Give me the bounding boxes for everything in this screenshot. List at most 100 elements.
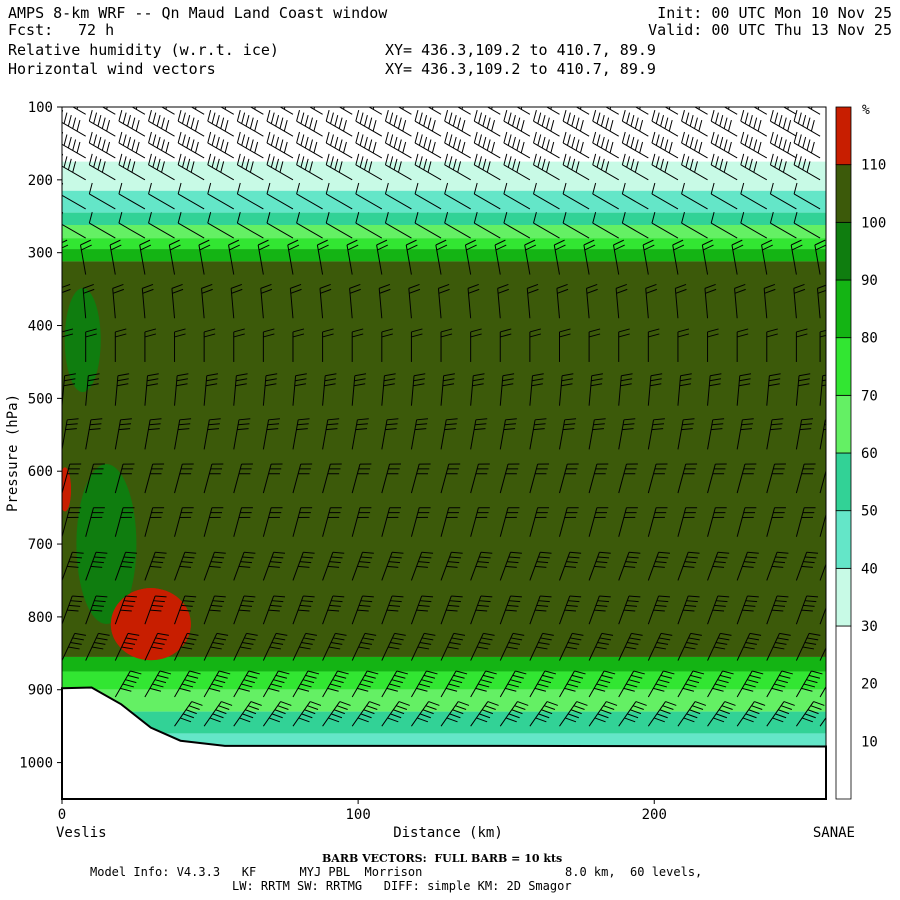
- wind-barb: [533, 109, 560, 137]
- wind-barb: [319, 283, 332, 319]
- wind-barb: [645, 283, 658, 319]
- wind-barb: [681, 211, 708, 239]
- init-time: Init: 00 UTC Mon 10 Nov 25: [657, 4, 892, 22]
- wind-barb: [769, 109, 797, 137]
- wind-barb: [114, 507, 135, 537]
- wind-barb: [562, 182, 590, 210]
- wind-barb: [766, 632, 791, 661]
- wind-barb: [325, 211, 353, 239]
- wind-barb: [819, 606, 826, 625]
- wind-barb: [62, 551, 84, 581]
- wind-barb: [470, 373, 485, 406]
- wind-barb: [647, 701, 677, 727]
- wind-barb: [790, 239, 803, 275]
- wind-barb: [533, 131, 560, 159]
- wind-barb: [559, 551, 582, 581]
- wind-barb: [233, 670, 260, 698]
- wind-barb: [499, 507, 520, 537]
- colorbar-bin-7: [835, 221, 852, 281]
- x-end-label-right: SANAE: [813, 825, 855, 841]
- wind-barb: [583, 239, 596, 275]
- wind-barb: [795, 507, 816, 537]
- wind-barb: [88, 131, 116, 159]
- wind-barb: [266, 131, 294, 159]
- wind-barb: [769, 131, 797, 159]
- wind-barb: [414, 211, 442, 239]
- wind-barb: [85, 507, 105, 537]
- wind-barb: [766, 551, 789, 581]
- colorbar-legend: 10 20 30 40 50 60 70 80 90 100 110: [835, 106, 886, 800]
- wind-barb: [381, 632, 406, 661]
- wind-barb: [736, 701, 766, 727]
- wind-barb: [148, 211, 175, 239]
- rh-layer-9: [62, 671, 826, 690]
- wind-barb: [553, 239, 566, 275]
- wind-barb: [355, 182, 383, 210]
- wind-barb: [351, 670, 379, 698]
- wind-barb: [795, 632, 821, 661]
- wind-barb: [558, 328, 571, 362]
- wind-barb: [736, 632, 762, 661]
- colorbar-bin-0: [835, 625, 852, 800]
- rh-layer-12: [62, 733, 826, 749]
- wind-barb: [497, 283, 509, 319]
- wind-barb: [174, 507, 194, 537]
- wind-barb: [292, 463, 313, 494]
- wind-barb: [529, 595, 552, 625]
- wind-barb: [592, 153, 619, 181]
- wind-barb: [707, 670, 734, 698]
- wind-barb: [174, 632, 199, 661]
- wind-barb: [381, 670, 408, 698]
- wind-barb: [615, 283, 628, 319]
- wind-barb: [114, 418, 132, 450]
- wind-barb: [740, 153, 768, 181]
- y-tick-label: 400: [28, 319, 53, 335]
- wind-barb: [62, 157, 63, 158]
- wind-barb: [793, 211, 821, 239]
- wind-barb: [292, 701, 322, 727]
- wind-barb: [793, 182, 821, 210]
- wind-barb: [677, 701, 707, 727]
- wind-barb: [203, 551, 226, 581]
- wind-barb: [559, 507, 579, 537]
- wind-barb: [414, 109, 442, 137]
- rh-layer-8: [62, 656, 826, 672]
- wind-barb: [262, 632, 288, 661]
- wind-barb: [766, 373, 781, 406]
- wind-barb: [647, 632, 673, 661]
- wind-barb: [233, 463, 253, 494]
- wind-barb: [499, 701, 529, 727]
- wind-barb: [588, 551, 611, 581]
- wind-barb: [651, 109, 679, 137]
- wind-barb: [588, 595, 611, 625]
- wind-barb: [592, 211, 619, 239]
- wind-barb: [592, 131, 619, 159]
- wind-barb: [292, 507, 313, 537]
- wind-barb: [677, 595, 700, 625]
- wind-barb: [766, 463, 786, 494]
- x-tick-label: 0: [58, 807, 66, 823]
- wind-barb: [559, 595, 582, 625]
- colorbar-tick-label: 110: [861, 158, 886, 174]
- wind-barb: [322, 463, 342, 494]
- wind-barb: [618, 595, 641, 625]
- wind-barb: [819, 512, 826, 537]
- wind-barb: [414, 131, 442, 159]
- wind-barb: [233, 595, 256, 625]
- wind-barb: [355, 153, 383, 181]
- wind-barb: [322, 551, 345, 581]
- wind-barb: [651, 182, 679, 210]
- wind-barb: [588, 373, 604, 406]
- wind-barb: [793, 131, 821, 159]
- y-tick-label: 300: [28, 246, 53, 262]
- rh-saturated-1: [62, 467, 71, 512]
- wind-barb: [236, 182, 264, 210]
- y-tick-label: 800: [28, 610, 53, 626]
- colorbar-tick-label: 20: [861, 677, 878, 693]
- wind-barb: [618, 418, 636, 450]
- wind-barb: [203, 670, 231, 698]
- wind-barb: [819, 419, 826, 450]
- wind-barb: [144, 463, 165, 494]
- wind-barb: [470, 670, 497, 698]
- wind-barb: [203, 701, 233, 727]
